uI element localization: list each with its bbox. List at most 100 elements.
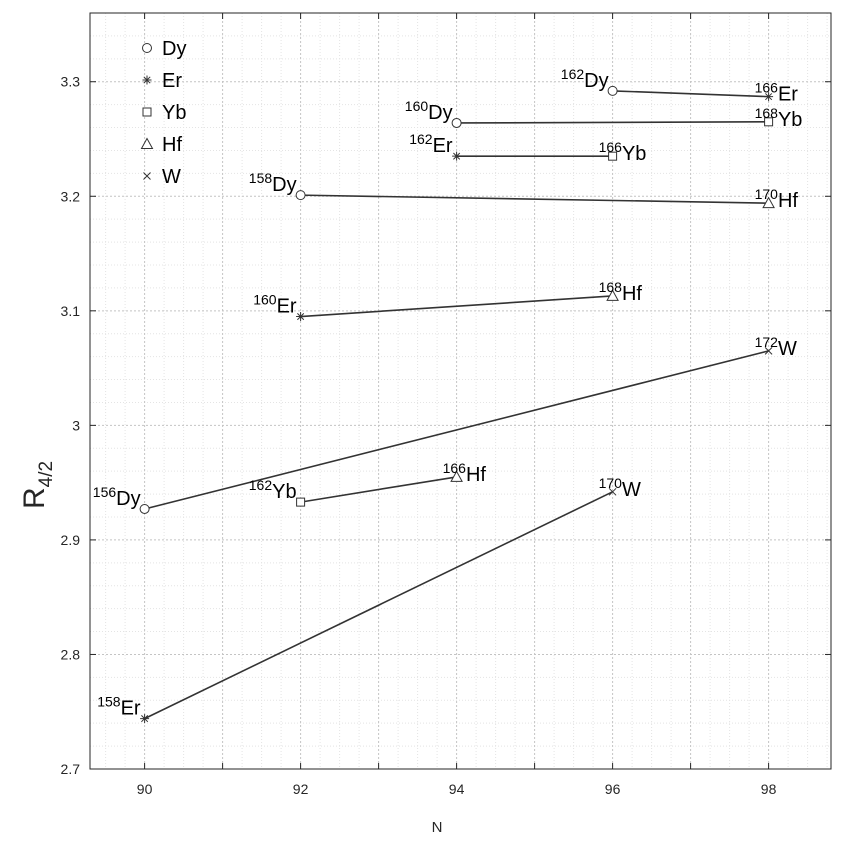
- cross-marker: [143, 172, 151, 180]
- element-symbol: W: [778, 338, 797, 360]
- element-symbol: Er: [277, 296, 297, 318]
- mass-number: 172: [755, 334, 779, 350]
- isotope-label: 170W: [599, 475, 641, 501]
- x-tick-label: 96: [605, 781, 621, 797]
- asterisk-marker: [140, 714, 150, 724]
- pair-lines: [144, 90, 769, 720]
- cross-marker: [608, 487, 617, 496]
- pair-line: [456, 121, 769, 124]
- isotope-label: 170Hf: [755, 186, 799, 212]
- isotope-label: 166Yb: [599, 139, 647, 165]
- pair-line: [300, 295, 613, 318]
- pair-line: [144, 350, 769, 510]
- mass-number: 170: [599, 475, 623, 491]
- y-axis-label-main: R: [18, 487, 51, 509]
- mass-number: 162: [249, 477, 273, 493]
- x-axis-label: N: [432, 819, 443, 836]
- y-axis-label-sub: 4/2: [36, 461, 57, 487]
- isotope-label: 166Hf: [443, 460, 487, 486]
- square-marker: [764, 117, 774, 127]
- element-symbol: Er: [433, 135, 453, 157]
- x-tick-label: 92: [293, 781, 309, 797]
- mass-number: 158: [97, 694, 121, 710]
- square-marker: [142, 107, 152, 117]
- isotope-label: 158Er: [97, 694, 141, 720]
- isotope-label: 160Er: [253, 292, 297, 318]
- y-tick-label: 3: [72, 417, 80, 433]
- isotope-label: 162Er: [409, 131, 453, 157]
- isotope-label: 168Hf: [599, 279, 643, 305]
- y-tick-label: 2.9: [61, 532, 81, 548]
- pair-line: [300, 476, 457, 503]
- isotope-label: 168Yb: [755, 105, 803, 131]
- element-symbol: Dy: [584, 70, 608, 92]
- legend-label: W: [162, 166, 181, 188]
- pair-line: [612, 90, 769, 98]
- square-marker: [608, 151, 618, 161]
- isotope-label: 160Dy: [405, 98, 453, 124]
- mass-number: 162: [409, 131, 433, 147]
- legend-label: Yb: [162, 102, 186, 124]
- data-markers: [139, 85, 775, 724]
- mass-number: 162: [561, 66, 585, 82]
- y-tick-label: 2.8: [61, 646, 81, 662]
- mass-number: 160: [405, 98, 429, 114]
- isotope-label: 172W: [755, 334, 797, 360]
- y-tick-label: 3.1: [61, 303, 81, 319]
- element-symbol: Dy: [272, 174, 296, 196]
- major-grid: [90, 13, 831, 770]
- axis-ticks: 90 92 94 96 98 2.7 2.8 2.9 3 3.1 3.2 3.3: [61, 13, 831, 797]
- pair-line: [144, 491, 613, 720]
- element-symbol: Hf: [466, 464, 486, 486]
- circle-marker: [451, 117, 462, 128]
- asterisk-marker: [296, 312, 306, 322]
- mass-number: 166: [755, 80, 779, 96]
- element-symbol: Hf: [622, 283, 642, 305]
- mass-number: 168: [599, 279, 623, 295]
- element-symbol: Yb: [272, 481, 296, 503]
- triangle-marker: [140, 137, 154, 149]
- isotope-label: 162Yb: [249, 477, 297, 503]
- element-symbol: Er: [121, 698, 141, 720]
- plot-frame: [89, 12, 832, 770]
- cross-marker: [764, 347, 773, 355]
- mass-number: 170: [755, 186, 779, 202]
- isotope-label: 158Dy: [249, 170, 297, 196]
- asterisk-marker: [764, 92, 774, 102]
- element-symbol: Er: [778, 84, 798, 106]
- y-tick-label: 3.2: [61, 188, 81, 204]
- legend: Dy Er Yb Hf W: [140, 38, 186, 188]
- legend-label: Hf: [162, 134, 182, 156]
- triangle-marker: [606, 289, 619, 301]
- triangle-marker: [762, 196, 775, 209]
- element-symbol: Dy: [116, 488, 140, 510]
- mass-number: 166: [443, 460, 467, 476]
- mass-number: 168: [755, 105, 779, 121]
- triangle-marker: [450, 470, 463, 482]
- circle-marker: [142, 43, 152, 53]
- legend-label: Er: [162, 70, 182, 92]
- pair-line: [300, 194, 769, 204]
- x-tick-label: 90: [137, 781, 153, 797]
- isotope-label: 156Dy: [93, 484, 141, 510]
- element-symbol: Hf: [778, 190, 798, 212]
- mass-number: 158: [249, 170, 273, 186]
- square-marker: [296, 497, 306, 507]
- mass-number: 156: [93, 484, 117, 500]
- y-tick-label: 2.7: [61, 761, 81, 777]
- asterisk-marker: [142, 75, 152, 85]
- element-symbol: Yb: [778, 109, 802, 131]
- circle-marker: [139, 503, 150, 514]
- element-symbol: Yb: [622, 143, 646, 165]
- element-symbol: Dy: [428, 102, 452, 124]
- isotope-label: 162Dy: [561, 66, 609, 92]
- isotope-label: 166Er: [755, 80, 799, 106]
- element-symbol: W: [622, 479, 641, 501]
- legend-label: Dy: [162, 38, 186, 60]
- mass-number: 160: [253, 292, 277, 308]
- y-tick-label: 3.3: [61, 74, 81, 90]
- x-tick-label: 98: [761, 781, 777, 797]
